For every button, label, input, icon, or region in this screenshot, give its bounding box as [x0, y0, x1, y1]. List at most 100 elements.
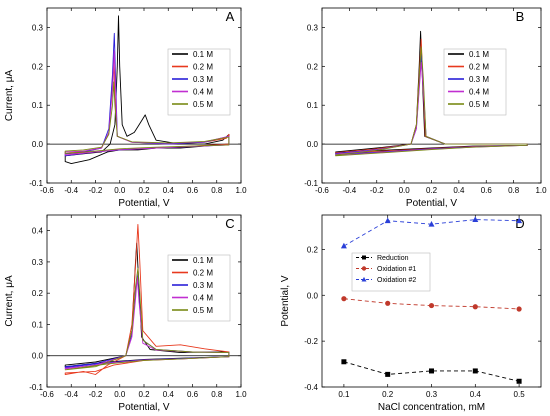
plot-frame: [321, 7, 542, 184]
data-point: [472, 368, 478, 374]
x-tick-label: 0.0: [114, 186, 126, 195]
series-line-0-5-M: [335, 46, 528, 157]
y-tick-label: -0.2: [304, 337, 318, 346]
x-tick-label: 1.0: [235, 186, 247, 195]
y-tick-label: -0.1: [29, 179, 43, 188]
x-axis-title: Potential, V: [118, 198, 169, 209]
data-point: [516, 378, 522, 384]
data-point: [385, 371, 391, 377]
x-axis-title: Potential, V: [406, 198, 457, 209]
x-tick-label: 0.6: [187, 186, 199, 195]
y-tick-label: 0.2: [32, 62, 44, 71]
y-tick-label: 0.2: [307, 62, 319, 71]
y-tick-label: 0.0: [32, 140, 44, 149]
x-tick-label: 0.3: [426, 390, 438, 399]
legend-label: 0.2 M: [469, 63, 489, 72]
x-tick-label: 0.6: [187, 390, 199, 399]
legend-label: 0.5 M: [193, 306, 213, 315]
x-tick-label: -0.2: [89, 186, 103, 195]
x-tick-label: 0.8: [211, 390, 223, 399]
y-tick-label: 0.3: [32, 23, 44, 32]
data-point: [341, 359, 347, 365]
x-tick-label: 0.4: [163, 186, 175, 195]
data-point: [516, 217, 523, 224]
x-tick-label: 0.0: [114, 390, 126, 399]
x-tick-label: -0.6: [40, 390, 54, 399]
legend-marker: [362, 255, 366, 260]
y-tick-label: 0.2: [307, 245, 319, 254]
y-tick-label: 0.1: [32, 101, 44, 110]
panel-letter: B: [516, 9, 525, 24]
y-tick-label: -0.1: [304, 179, 318, 188]
y-tick-label: 0.0: [32, 352, 44, 361]
y-tick-label: 0.0: [307, 140, 319, 149]
x-tick-label: 0.8: [211, 186, 223, 195]
legend-label: Reduction: [377, 255, 409, 262]
y-tick-label: 0.3: [32, 258, 44, 267]
legend-label: 0.4 M: [193, 294, 213, 303]
legend-label: 0.3 M: [193, 281, 213, 290]
legend-label: 0.1 M: [193, 50, 213, 59]
x-tick-label: -0.6: [40, 186, 54, 195]
x-tick-label: 0.5: [514, 390, 526, 399]
legend-label: 0.1 M: [193, 256, 213, 265]
x-tick-label: 0.1: [338, 390, 350, 399]
x-tick-label: 0.4: [470, 390, 482, 399]
y-axis-title: Current, μA: [4, 70, 15, 122]
legend-marker: [361, 266, 367, 271]
x-tick-label: 1.0: [535, 186, 547, 195]
y-tick-label: 0.4: [32, 227, 44, 236]
y-tick-label: 0.0: [307, 291, 319, 300]
legend-label: 0.1 M: [469, 50, 489, 59]
legend-label: 0.5 M: [469, 100, 489, 109]
panel-a: -0.6 -0.4 -0.2 0.0 0.2 0.4 0.6 0.8 1.0 -0.1 0.0 0.1…: [4, 7, 247, 209]
y-tick-label: 0.1: [32, 320, 44, 329]
x-tick-label: 0.4: [163, 390, 175, 399]
x-tick-label: 0.2: [138, 390, 150, 399]
x-tick-label: 0.2: [382, 390, 394, 399]
x-tick-label: 0.0: [399, 186, 411, 195]
data-point: [429, 368, 434, 374]
x-axis-title: NaCl concentration, mM: [378, 402, 485, 413]
x-tick-label: -0.6: [315, 186, 329, 195]
panel-b: -0.6 -0.4 -0.2 0.0 0.2 0.4 0.6 0.8 1.0 -0.1 0.0 0.1…: [304, 7, 547, 209]
x-tick-label: 0.6: [481, 186, 493, 195]
legend-label: 0.4 M: [469, 88, 489, 97]
legend-label: 0.4 M: [193, 88, 213, 97]
x-axis-title: Potential, V: [118, 402, 169, 413]
data-point: [472, 216, 479, 222]
y-tick-label: 0.3: [307, 23, 319, 32]
x-tick-label: 0.4: [453, 186, 465, 195]
y-axis-title: Current, μA: [4, 275, 15, 327]
x-tick-label: -0.4: [342, 186, 356, 195]
legend-label: 0.3 M: [469, 75, 489, 84]
series-line-Reduction: [343, 361, 520, 382]
x-tick-label: 0.2: [426, 186, 438, 195]
data-point: [428, 220, 435, 227]
y-tick-label: 0.2: [32, 289, 44, 298]
data-point: [340, 242, 347, 249]
x-tick-label: -0.4: [64, 390, 78, 399]
panel-letter: A: [226, 9, 235, 24]
legend-label: Oxidation #2: [377, 277, 416, 284]
x-tick-label: 0.8: [508, 186, 520, 195]
y-tick-label: 0.1: [307, 101, 319, 110]
y-tick-label: -0.4: [304, 383, 318, 392]
panel-letter: D: [515, 216, 524, 231]
panel-d: 0.1 0.2 0.3 0.4 0.5 -0.4 -0.2 0.0 0.2 NaCl concen…: [280, 214, 542, 413]
x-tick-label: -0.2: [370, 186, 384, 195]
legend-label: 0.5 M: [193, 100, 213, 109]
legend-label: 0.2 M: [193, 269, 213, 278]
legend-marker: [361, 276, 367, 282]
data-point: [384, 217, 391, 224]
series-line-0-5-M: [64, 81, 230, 154]
legend-label: 0.2 M: [193, 63, 213, 72]
panel-c: -0.6 -0.4 -0.2 0.0 0.2 0.4 0.6 0.8 1.0 -0.1 0.0 0.1…: [4, 214, 247, 413]
y-tick-label: -0.1: [29, 383, 43, 392]
x-tick-label: 0.2: [138, 186, 150, 195]
y-axis-title: Potential, V: [280, 275, 291, 326]
legend-label: Oxidation #1: [377, 266, 416, 273]
legend-box: [443, 48, 507, 116]
data-point: [516, 306, 522, 312]
